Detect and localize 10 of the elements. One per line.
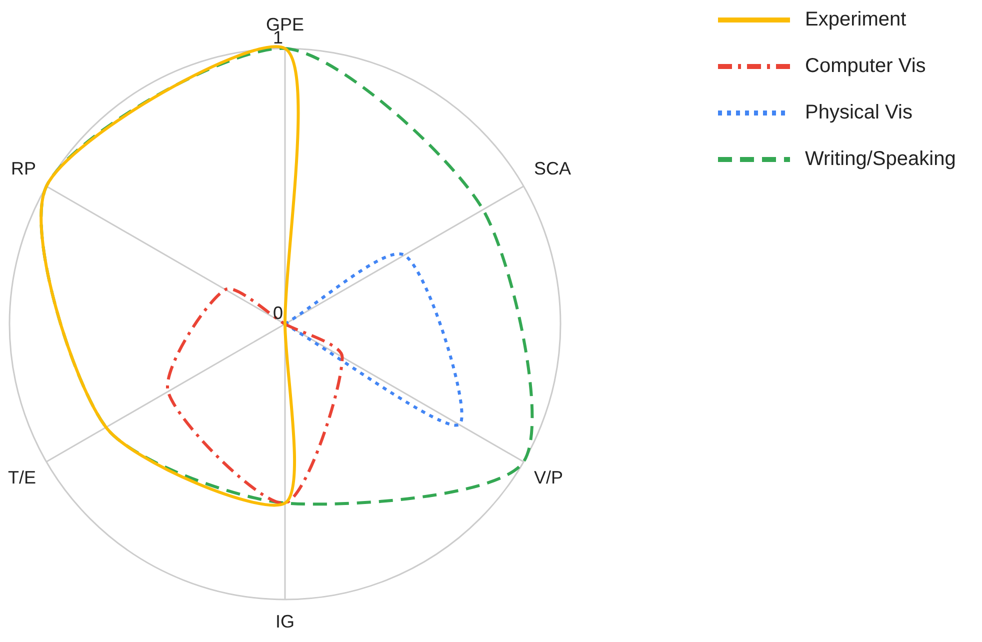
legend-label: Computer Vis [805,55,926,78]
y-tick-label: 0 [272,302,283,323]
legend-label: Writing/Speaking [805,148,956,170]
spoke-label: RP [10,158,36,178]
spoke-label: SCA [534,158,572,178]
spoke-label: IG [275,611,295,632]
legend-label: Experiment [805,8,907,31]
legend-label: Physical Vis [805,102,912,124]
spoke-label: T/E [8,468,36,488]
spoke-label: V/P [534,468,564,488]
